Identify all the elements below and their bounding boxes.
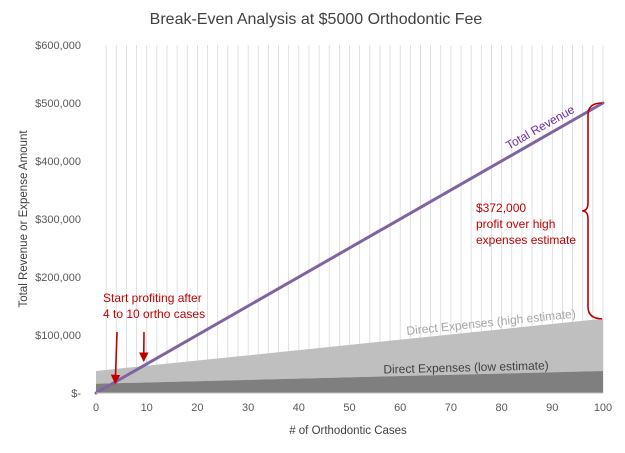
area-direct-expenses-low bbox=[96, 370, 603, 393]
x-tick-label: 50 bbox=[343, 402, 355, 414]
x-tick-label: 100 bbox=[594, 402, 612, 414]
y-tick-label: $200,000 bbox=[35, 272, 81, 284]
annotations: $372,000 profit over high expenses estimat… bbox=[103, 102, 603, 385]
y-tick-label: $100,000 bbox=[35, 330, 81, 342]
x-tick-label: 70 bbox=[445, 402, 457, 414]
breakeven-annotation-line: Start profiting after bbox=[103, 291, 202, 305]
y-tick-label: $- bbox=[71, 388, 81, 400]
breakeven-annotation-line: 4 to 10 ortho cases bbox=[103, 307, 205, 321]
x-axis-title: # of Orthodontic Cases bbox=[289, 425, 407, 437]
y-tick-label: $300,000 bbox=[35, 214, 81, 226]
x-tick-label: 90 bbox=[546, 402, 558, 414]
x-tick-label: 0 bbox=[93, 402, 99, 414]
y-axis-title: Total Revenue or Expense Amount bbox=[18, 130, 30, 308]
profit-annotation-line: $372,000 bbox=[476, 201, 526, 215]
areas bbox=[96, 318, 603, 393]
line-total-revenue bbox=[94, 101, 605, 395]
y-tick-label: $500,000 bbox=[35, 98, 81, 110]
area-direct-expenses-high bbox=[96, 318, 603, 384]
label-direct-expenses-low: Direct Expenses (low estimate) bbox=[383, 358, 549, 376]
x-tick-label: 10 bbox=[141, 402, 153, 414]
axes: $- $100,000 $200,000 $300,000 $400,000 $500,0… bbox=[35, 40, 612, 414]
chart-title: Break-Even Analysis at $5000 Orthodontic… bbox=[150, 11, 483, 28]
x-tick-label: 30 bbox=[242, 402, 254, 414]
y-tick-label: $600,000 bbox=[35, 40, 81, 52]
x-tick-label: 80 bbox=[495, 402, 507, 414]
y-tick-label: $400,000 bbox=[35, 156, 81, 168]
lines bbox=[94, 101, 605, 395]
profit-annotation-line: profit over high bbox=[476, 217, 555, 231]
breakeven-arrow bbox=[110, 331, 121, 385]
x-tick-label: 60 bbox=[394, 402, 406, 414]
x-tick-label: 40 bbox=[293, 402, 305, 414]
profit-bracket bbox=[581, 102, 603, 320]
label-total-revenue: Total Revenue bbox=[503, 102, 577, 152]
x-tick-label: 20 bbox=[191, 402, 203, 414]
profit-annotation-line: expenses estimate bbox=[476, 233, 576, 247]
